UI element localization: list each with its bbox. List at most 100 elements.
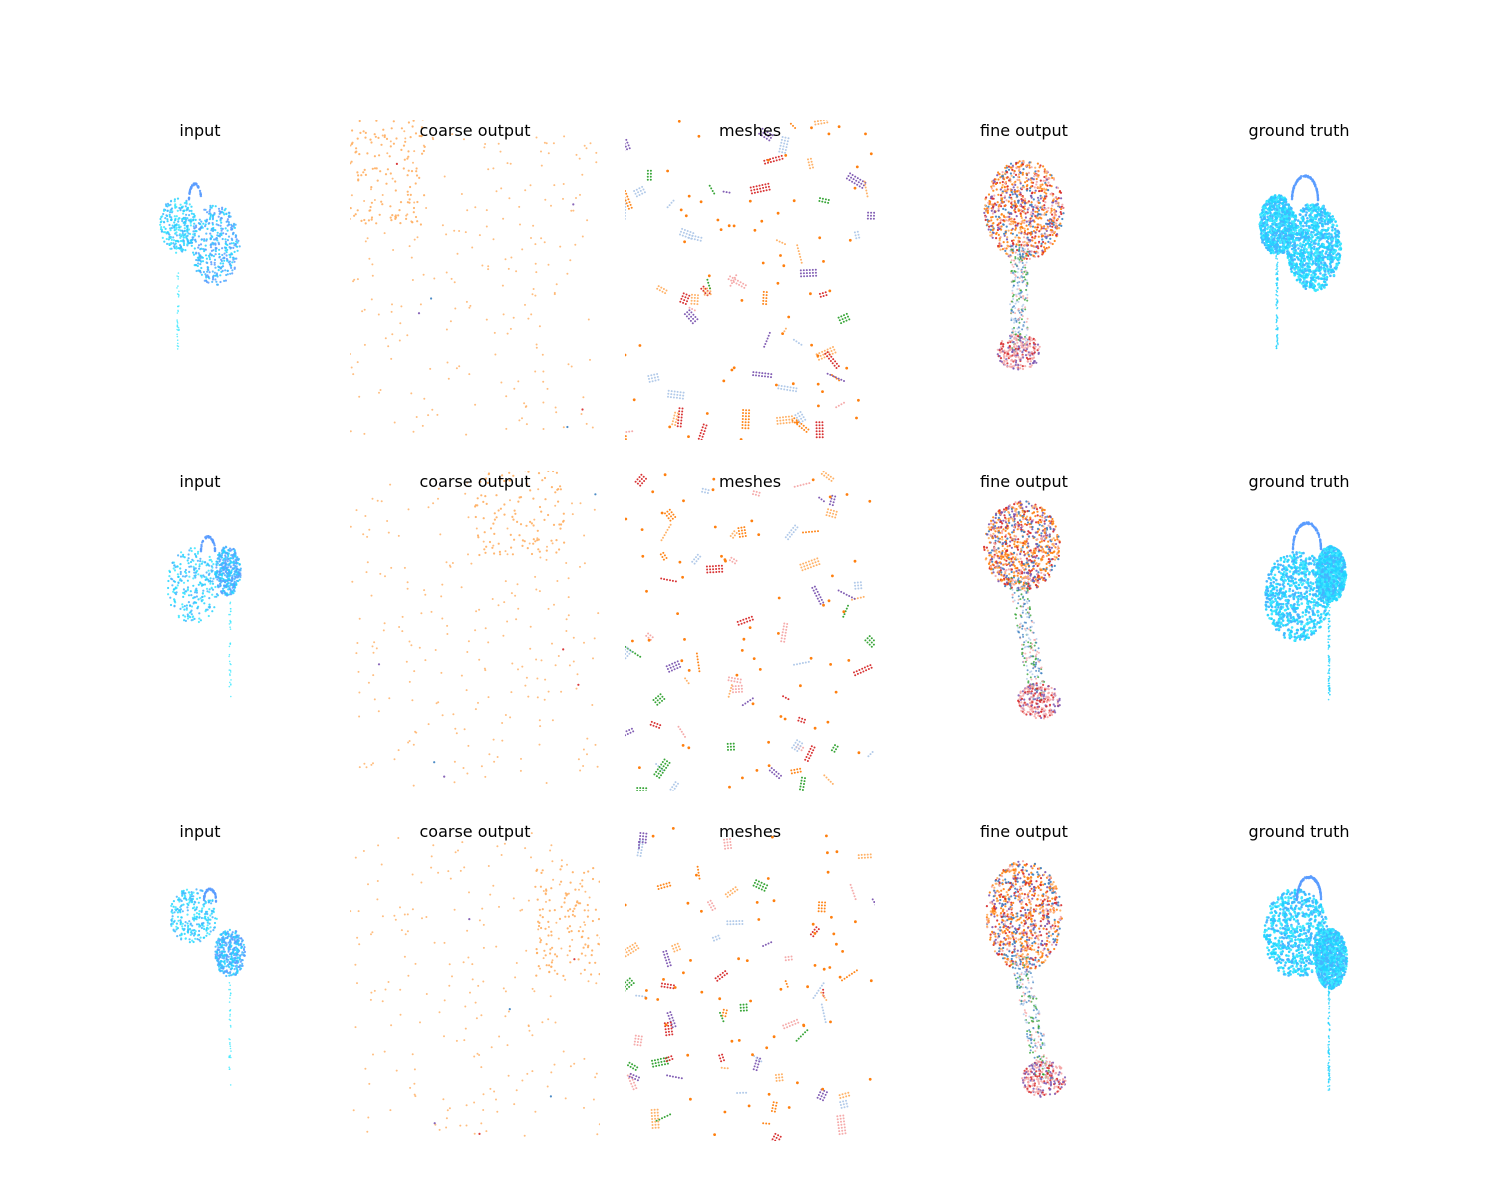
point: [1004, 363, 1007, 366]
point: [800, 343, 803, 346]
point: [1308, 265, 1311, 269]
point: [1295, 263, 1298, 267]
point: [853, 231, 856, 234]
point: [1001, 192, 1004, 195]
point: [776, 211, 780, 215]
point: [1019, 358, 1022, 361]
point: [1017, 236, 1020, 239]
point: [1019, 191, 1022, 194]
point: [416, 236, 419, 239]
point: [861, 180, 864, 183]
point: [1277, 261, 1279, 264]
point: [1303, 278, 1306, 281]
point: [1307, 224, 1311, 228]
point: [1007, 200, 1010, 203]
point: [390, 357, 393, 360]
point: [681, 407, 684, 410]
point: [1001, 248, 1004, 251]
point: [231, 225, 234, 228]
point: [1301, 210, 1305, 213]
point: [1023, 270, 1026, 273]
point: [1001, 174, 1004, 178]
point: [1265, 203, 1269, 206]
point: [1319, 266, 1323, 269]
point: [692, 317, 695, 320]
point: [222, 232, 225, 235]
point: [1014, 228, 1017, 231]
point: [1315, 247, 1319, 251]
point: [1024, 306, 1027, 309]
point: [1290, 220, 1294, 223]
point: [674, 424, 677, 426]
point: [369, 138, 372, 141]
point: [1273, 202, 1277, 205]
point: [1012, 284, 1015, 287]
point: [1018, 246, 1021, 249]
point: [1000, 194, 1003, 197]
point: [762, 186, 765, 189]
point: [220, 232, 223, 235]
point: [430, 297, 433, 300]
point: [1331, 226, 1334, 229]
point: [1304, 175, 1307, 178]
point: [1276, 337, 1279, 339]
point: [504, 258, 507, 261]
point: [1053, 230, 1057, 234]
point: [729, 284, 732, 287]
point: [185, 229, 188, 232]
point: [991, 236, 994, 239]
point: [169, 211, 172, 214]
point: [1019, 334, 1022, 337]
point: [1040, 245, 1043, 248]
point: [425, 207, 428, 209]
point: [161, 236, 164, 239]
point: [1317, 259, 1321, 262]
point: [779, 254, 782, 257]
point: [788, 421, 791, 424]
point: [1022, 325, 1025, 328]
point: [667, 395, 669, 398]
point: [662, 288, 665, 290]
point: [1275, 273, 1277, 276]
point: [1051, 225, 1054, 228]
point: [1033, 245, 1036, 248]
point: [1269, 251, 1273, 255]
point: [1003, 351, 1006, 354]
point: [781, 151, 784, 154]
point: [199, 263, 202, 266]
point: [218, 266, 221, 269]
point: [679, 394, 682, 397]
point: [1039, 164, 1042, 167]
point: [1007, 165, 1010, 168]
point: [366, 152, 369, 155]
point: [1312, 283, 1316, 287]
point: [229, 272, 232, 275]
point: [1004, 208, 1007, 211]
point: [1045, 213, 1048, 216]
point: [706, 293, 709, 296]
point: [1026, 346, 1029, 349]
point: [525, 405, 528, 408]
point: [200, 238, 203, 241]
point: [544, 198, 547, 201]
point: [1300, 257, 1303, 260]
point: [769, 136, 772, 139]
point: [1321, 205, 1325, 208]
point: [176, 319, 178, 321]
point: [224, 227, 227, 230]
point: [180, 206, 183, 209]
point: [176, 326, 179, 328]
point: [222, 262, 225, 265]
point: [1032, 178, 1035, 181]
point: [1324, 276, 1328, 279]
point: [402, 167, 405, 170]
point: [845, 366, 849, 370]
point: [176, 287, 178, 289]
point: [182, 210, 185, 213]
point: [1276, 334, 1278, 336]
point: [679, 208, 683, 212]
point: [1055, 214, 1058, 217]
point: [1330, 235, 1334, 238]
point: [362, 171, 365, 174]
point: [1046, 247, 1049, 250]
